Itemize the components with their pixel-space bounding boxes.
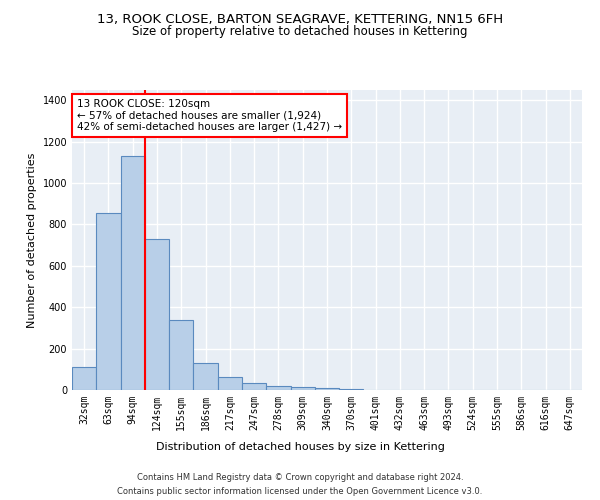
Text: 13 ROOK CLOSE: 120sqm
← 57% of detached houses are smaller (1,924)
42% of semi-d: 13 ROOK CLOSE: 120sqm ← 57% of detached … (77, 99, 342, 132)
Bar (315, 388, 339, 390)
Text: 13, ROOK CLOSE, BARTON SEAGRAVE, KETTERING, NN15 6FH: 13, ROOK CLOSE, BARTON SEAGRAVE, KETTERI… (97, 12, 503, 26)
Bar (266, 386, 290, 390)
Bar (339, 388, 364, 390)
Text: Distribution of detached houses by size in Kettering: Distribution of detached houses by size … (155, 442, 445, 452)
Bar (242, 383, 266, 390)
Bar (193, 363, 218, 390)
Bar (145, 239, 169, 390)
Text: Contains public sector information licensed under the Open Government Licence v3: Contains public sector information licen… (118, 488, 482, 496)
Y-axis label: Number of detached properties: Number of detached properties (27, 152, 37, 328)
Bar (72, 367, 96, 390)
Bar (96, 213, 121, 390)
Text: Size of property relative to detached houses in Kettering: Size of property relative to detached ho… (132, 25, 468, 38)
Bar (169, 320, 193, 390)
Text: Contains HM Land Registry data © Crown copyright and database right 2024.: Contains HM Land Registry data © Crown c… (137, 472, 463, 482)
Bar (121, 156, 145, 390)
Bar (218, 376, 242, 390)
Bar (290, 387, 315, 390)
